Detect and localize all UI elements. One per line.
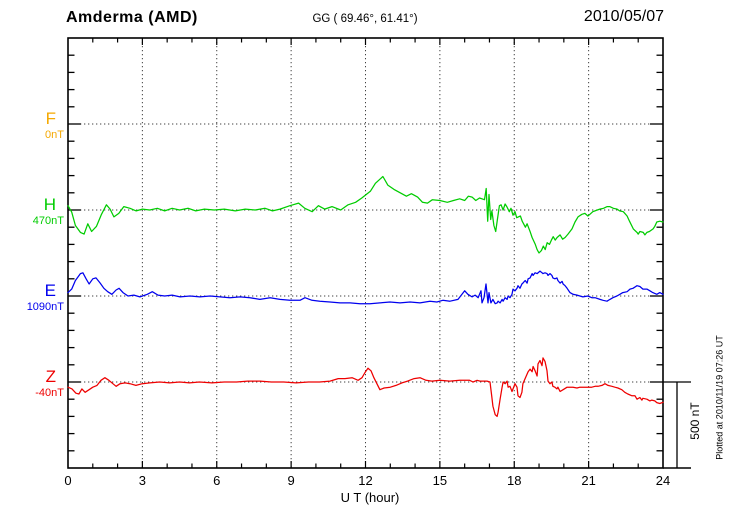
component-label-f: F: [45, 109, 56, 128]
x-axis-title: U T (hour): [340, 490, 400, 505]
scale-bar-label: 500 nT: [688, 402, 702, 440]
x-tick-label: 6: [213, 473, 221, 488]
geographic-coordinates-label: GG ( 69.46°, 61.41°): [312, 13, 418, 25]
x-tick-label: 15: [432, 473, 448, 488]
x-tick-label: 12: [358, 473, 373, 488]
component-label-h: H: [43, 195, 56, 214]
plotted-at-label: Plotted at 2010/11/19 07:26 UT: [714, 335, 725, 460]
trace-e: [67, 270, 664, 305]
component-label-e: E: [44, 281, 56, 300]
x-tick-label: 24: [655, 473, 671, 488]
component-baseline-f: 0nT: [45, 129, 64, 141]
x-tick-label: 9: [287, 473, 295, 488]
axis-ticks: [68, 38, 663, 468]
trace-h: [67, 175, 664, 254]
component-baseline-z: -40nT: [35, 387, 64, 399]
x-tick-label: 18: [507, 473, 522, 488]
component-baseline-h: 470nT: [32, 215, 64, 227]
x-tick-label: 0: [64, 473, 72, 488]
trace-z: [67, 357, 664, 418]
station-title: Amderma (AMD): [66, 9, 198, 26]
x-tick-label: 21: [581, 473, 596, 488]
date-label: 2010/05/07: [583, 8, 664, 25]
x-tick-label: 3: [138, 473, 146, 488]
component-label-z: Z: [45, 367, 56, 386]
component-baseline-e: 1090nT: [26, 301, 64, 313]
gridlines: [68, 38, 663, 468]
scale-bar: [663, 381, 691, 469]
